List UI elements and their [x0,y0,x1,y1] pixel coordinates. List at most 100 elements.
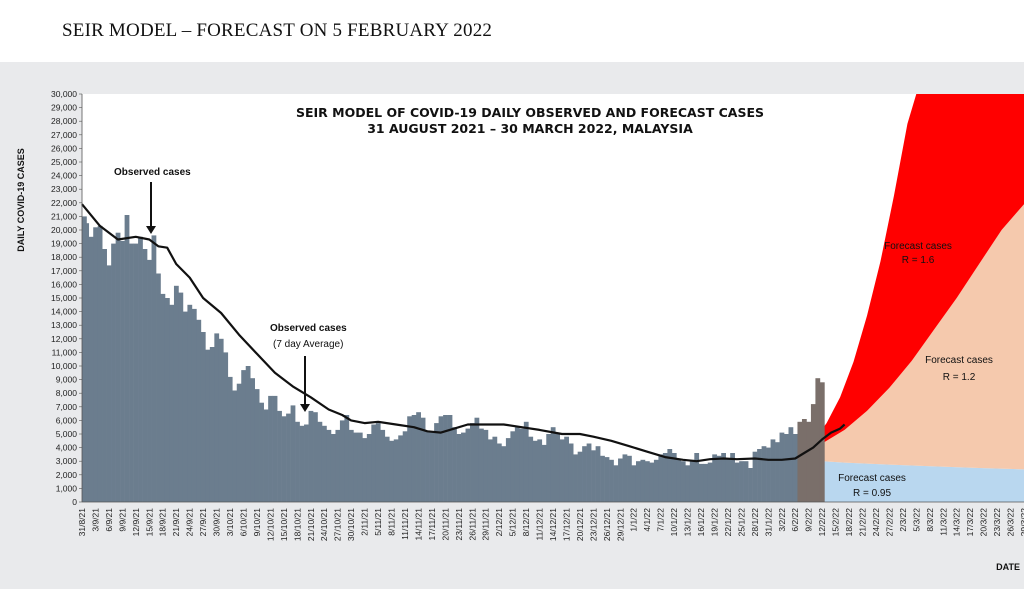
observed-bar [438,416,444,502]
x-tick-label: 9/10/21 [252,508,262,537]
observed-bar [111,243,116,502]
observed-bar [138,236,143,503]
observed-bar [102,249,107,502]
y-tick-label: 12,000 [51,334,77,344]
observed-bar [344,415,350,502]
observed-bar [649,462,655,502]
observed-bar [779,432,785,502]
observed-bar [739,461,744,502]
forecast-r12-area [799,204,1024,470]
observed-bar [586,443,592,502]
observed-bar [501,446,507,502]
observed-bar [676,458,682,502]
observed-bar [757,449,762,502]
observed-bar [613,465,619,502]
observed-bar [456,434,462,502]
observed-bar [259,402,264,502]
y-tick-label: 28,000 [51,116,77,126]
observed-bar [164,298,170,502]
y-tick-label: 5,000 [56,429,78,439]
observed-bar [326,429,332,502]
observed-bar [407,416,412,502]
observed-bar [640,459,646,502]
x-tick-label: 19/1/22 [710,508,720,537]
x-tick-label: 26/12/21 [602,508,612,541]
observed-bar [671,453,677,502]
observed-bar [232,390,238,502]
observed-bar [483,429,489,502]
x-tick-label: 30/10/21 [346,508,356,541]
x-tick-label: 15/9/21 [144,508,154,537]
observed-bar [205,349,211,502]
observed-bar [609,459,614,502]
x-tick-label: 27/9/21 [198,508,208,537]
x-tick-label: 29/3/22 [1019,508,1024,537]
observed-bar [357,432,363,502]
annotation-observed: Observed cases [114,167,191,178]
observed-bar [685,465,691,502]
x-tick-label: 6/2/22 [790,508,800,532]
x-tick-label: 11/12/21 [535,508,545,541]
observed-bar [474,417,480,502]
x-tick-label: 18/2/22 [844,508,854,537]
observed-bar [380,429,386,502]
annotation-r12-line1: Forecast cases [925,355,993,366]
observed-bar [716,455,722,502]
observed-bar [514,427,520,502]
observed-bar [600,455,605,502]
observed-bar [627,455,632,502]
x-tick-label: 31/1/22 [763,508,773,537]
x-tick-label: 17/12/21 [562,508,572,541]
observed-bar [317,421,323,502]
observed-bar [196,319,202,502]
x-tick-label: 6/10/21 [239,508,249,537]
observed-bar [277,410,282,502]
observed-bar [443,415,448,502]
y-tick-label: 0 [72,497,77,507]
annotation-observed-arrowhead [146,226,156,234]
x-tick-label: 21/10/21 [306,508,316,541]
observed-bar [389,440,395,502]
observed-bar [775,442,780,502]
x-tick-label: 17/11/21 [427,508,437,541]
x-tick-label: 5/3/22 [911,508,921,532]
x-tick-label: 8/3/22 [925,508,935,532]
y-tick-label: 27,000 [51,130,77,140]
x-tick-label: 26/3/22 [1006,508,1016,537]
observed-bar [182,311,188,502]
observed-bar [532,440,538,502]
x-tick-label: 9/2/22 [804,508,814,532]
observed-bar [703,463,709,502]
observed-bar [487,439,493,502]
observed-bar [564,436,569,502]
observed-bar [353,432,359,502]
observed-bar [304,424,309,502]
x-tick-label: 27/10/21 [333,508,343,541]
observed-bar [815,378,821,502]
y-tick-label: 26,000 [51,143,77,153]
observed-bar [510,431,516,502]
x-tick-label: 3/9/21 [91,508,101,532]
observed-bar [299,425,305,502]
observed-bar [505,438,511,502]
x-tick-label: 12/9/21 [131,508,141,537]
x-tick-label: 26/11/21 [467,508,477,541]
observed-bar [447,415,453,502]
y-tick-label: 1,000 [56,483,78,493]
observed-bar [550,427,556,502]
observed-bar [788,427,794,502]
observed-bar [752,451,758,502]
x-tick-label: 25/1/22 [736,508,746,537]
observed-bar [707,462,713,502]
x-tick-label: 31/8/21 [77,508,87,537]
x-tick-label: 6/9/21 [104,508,114,532]
observed-bar [725,458,731,502]
observed-bar [245,366,251,502]
x-tick-label: 8/12/21 [521,508,531,537]
observed-bar [384,436,390,502]
observed-bar [519,428,525,502]
observed-bar [698,463,704,502]
x-tick-label: 23/3/22 [992,508,1002,537]
observed-bar [129,243,134,502]
